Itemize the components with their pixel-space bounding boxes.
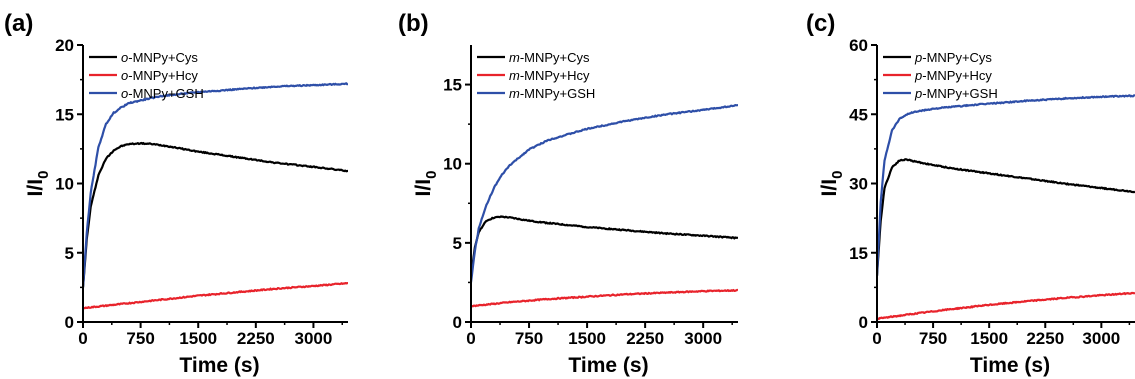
- x-tick-label: 3000: [1082, 329, 1120, 348]
- x-tick-label: 750: [919, 329, 947, 348]
- y-axis-title: I/I0: [412, 171, 440, 197]
- y-axis-title-subscript: 0: [35, 171, 52, 179]
- legend-prefix: m: [509, 86, 520, 101]
- y-tick-label: 5: [453, 234, 462, 253]
- legend-entry: p-MNPy+Hcy: [914, 68, 992, 83]
- legend-entry: p-MNPy+Cys: [914, 50, 992, 65]
- legend-prefix: m: [509, 50, 520, 65]
- y-axis-title-subscript: 0: [829, 171, 846, 179]
- x-tick-label: 0: [78, 329, 87, 348]
- legend-prefix: o: [121, 86, 128, 101]
- y-axis-title-main: I/I: [818, 179, 841, 197]
- y-tick-label: 20: [55, 36, 74, 55]
- series-line-p-gsh: [877, 95, 1135, 275]
- y-tick-label: 60: [849, 36, 868, 55]
- y-axis-title-main: I/I: [24, 179, 47, 197]
- series-line-m-hcy: [471, 290, 738, 306]
- legend-prefix: m: [509, 68, 520, 83]
- y-tick-label: 15: [849, 244, 868, 263]
- legend-prefix: p: [914, 50, 922, 65]
- legend-prefix: p: [914, 86, 922, 101]
- legend-suffix: -MNPy+Cys: [922, 50, 992, 65]
- panel-label: (c): [806, 10, 835, 37]
- x-tick-label: 2250: [1026, 329, 1064, 348]
- legend-suffix: -MNPy+Hcy: [128, 68, 198, 83]
- x-tick-label: 750: [515, 329, 543, 348]
- x-tick-label: 2250: [237, 329, 275, 348]
- legend-entry: o-MNPy+GSH: [121, 86, 204, 101]
- y-tick-label: 30: [849, 175, 868, 194]
- legend-suffix: -MNPy+GSH: [520, 86, 595, 101]
- x-tick-label: 1500: [179, 329, 217, 348]
- y-tick-label: 5: [65, 244, 74, 263]
- y-axis-title-subscript: 0: [423, 171, 440, 179]
- y-tick-label: 45: [849, 105, 868, 124]
- x-axis-title: Time (s): [179, 354, 259, 377]
- y-tick-label: 10: [443, 155, 462, 174]
- legend-suffix: -MNPy+Hcy: [922, 68, 992, 83]
- legend-entry: m-MNPy+GSH: [509, 86, 595, 101]
- y-tick-label: 15: [55, 105, 74, 124]
- legend-entry: m-MNPy+Hcy: [509, 68, 590, 83]
- y-tick-label: 10: [55, 175, 74, 194]
- series-line-o-gsh: [83, 83, 348, 287]
- legend-entry: m-MNPy+Cys: [509, 50, 590, 65]
- y-tick-label: 0: [859, 313, 868, 332]
- series-line-m-cys: [471, 216, 738, 277]
- x-tick-label: 3000: [684, 329, 722, 348]
- legend-entry: o-MNPy+Cys: [121, 50, 198, 65]
- panel-label: (a): [4, 10, 33, 37]
- x-tick-label: 1500: [568, 329, 606, 348]
- x-axis-title: Time (s): [970, 354, 1050, 377]
- x-tick-label: 0: [872, 329, 881, 348]
- series-line-m-gsh: [471, 105, 738, 282]
- x-axis-title: Time (s): [568, 354, 648, 377]
- legend-entry: o-MNPy+Hcy: [121, 68, 198, 83]
- x-tick-label: 1500: [970, 329, 1008, 348]
- legend-suffix: -MNPy+GSH: [922, 86, 997, 101]
- legend-prefix: o: [121, 50, 128, 65]
- y-tick-label: 0: [65, 313, 74, 332]
- series-line-o-hcy: [83, 283, 348, 308]
- legend-prefix: o: [121, 68, 128, 83]
- x-tick-label: 2250: [626, 329, 664, 348]
- y-axis-title: I/I0: [24, 171, 52, 197]
- series-line-o-cys: [83, 143, 348, 287]
- legend-suffix: -MNPy+Cys: [128, 50, 198, 65]
- x-tick-label: 0: [466, 329, 475, 348]
- panel-label: (b): [398, 10, 429, 37]
- legend-suffix: -MNPy+Hcy: [520, 68, 590, 83]
- legend-prefix: p: [914, 68, 922, 83]
- y-axis-title: I/I0: [818, 171, 846, 197]
- series-line-p-hcy: [877, 293, 1135, 319]
- y-tick-label: 15: [443, 76, 462, 95]
- y-axis-title-main: I/I: [412, 179, 435, 197]
- legend-suffix: -MNPy+Cys: [520, 50, 590, 65]
- series-line-p-cys: [877, 159, 1135, 276]
- x-tick-label: 750: [126, 329, 154, 348]
- legend-suffix: -MNPy+GSH: [128, 86, 203, 101]
- x-tick-label: 3000: [295, 329, 333, 348]
- y-tick-label: 0: [453, 313, 462, 332]
- legend-entry: p-MNPy+GSH: [914, 86, 998, 101]
